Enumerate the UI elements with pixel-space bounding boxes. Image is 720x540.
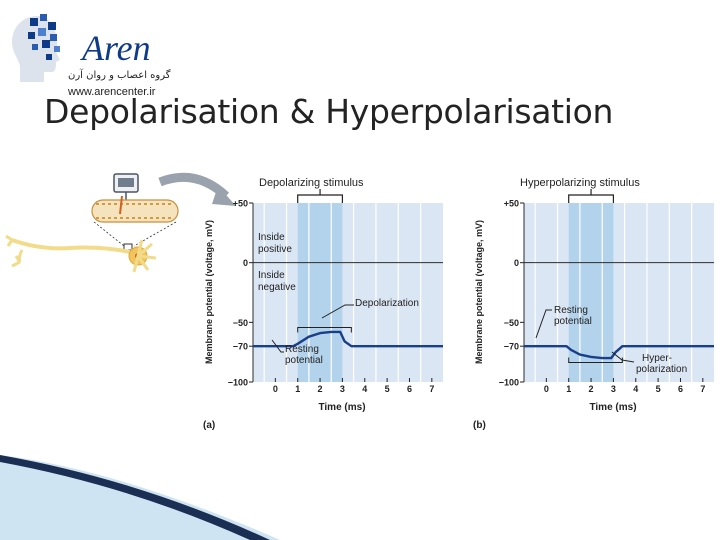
panel-a-x-tick-label: 2 — [318, 384, 323, 394]
panel-b-x-tick-label: 4 — [633, 384, 638, 394]
panel-a-title: Depolarizing stimulus — [259, 177, 364, 189]
resting-b-line-2: potential — [554, 316, 592, 327]
inside-positive-line-2: positive — [258, 244, 292, 255]
panel-a-label: (a) — [203, 420, 215, 431]
panel-b-x-tick-label: 3 — [611, 384, 616, 394]
panel-a-x-tick-label: 0 — [273, 384, 278, 394]
panel-b-hyperpolarization-leader — [611, 351, 635, 363]
head-puzzle-logo-icon — [12, 14, 60, 82]
panel-a-marks — [253, 326, 443, 348]
panel-b-series-line — [524, 345, 714, 360]
panel-b-y-tick-label: −100 — [499, 378, 519, 388]
aren-logo: Aren گروه اعصاب و روان آرن www.arencente… — [8, 8, 178, 98]
panel-a-y-tick-label: +50 — [233, 199, 248, 209]
panel-a-y-tick-label: −100 — [228, 378, 248, 388]
panel-b-gridlines — [534, 189, 693, 382]
panel-b-y-tick-label: +50 — [504, 199, 519, 209]
panel-a-resting-leader — [271, 339, 284, 353]
panel-a-axes: +50 0 −50 −70 −100 0 1 2 3 4 5 6 7 — [228, 199, 443, 394]
chart-panel-b: +50 0 −50 −70 −100 0 1 2 3 4 5 6 7 Hyperpolarizing s… — [473, 177, 714, 431]
panel-a-background — [253, 203, 443, 382]
slide-title: Depolarisation & Hyperpolarisation — [44, 92, 614, 131]
decorative-swoosh-stripe — [0, 455, 270, 540]
panel-b-annotation-hyperpolarization: Hyper- polarization — [636, 353, 687, 375]
resting-line-1: Resting — [285, 344, 319, 355]
inside-negative-line-1: Inside — [258, 270, 285, 281]
panel-a-y-tick-label: 0 — [243, 258, 248, 268]
panel-b-xlabel: Time (ms) — [589, 402, 636, 413]
logo-subtitle: گروه اعصاب و روان آرن — [68, 70, 171, 81]
panel-b-y-tick-label: −50 — [504, 318, 519, 328]
panel-b-background — [524, 203, 714, 382]
panel-a-xlabel: Time (ms) — [318, 402, 365, 413]
neuron-illustration — [5, 172, 236, 273]
inside-positive-line-1: Inside — [258, 232, 285, 243]
panel-a-stimulus-bracket — [297, 194, 344, 203]
resting-b-line-1: Resting — [554, 305, 588, 316]
logo-name: Aren — [82, 28, 151, 68]
axon-segment — [91, 199, 179, 223]
panel-b-x-tick-label: 2 — [589, 384, 594, 394]
panel-b-stimulus-band — [568, 203, 614, 382]
panel-a-x-tick-label: 4 — [362, 384, 367, 394]
panel-a-stimulus-band — [297, 203, 343, 382]
panel-b-label: (b) — [473, 420, 486, 431]
hyper-line-1: Hyper- — [642, 353, 672, 364]
panel-a-x-tick-label: 7 — [429, 384, 434, 394]
panel-b-x-tick-label: 1 — [566, 384, 571, 394]
panel-b-y-tick-label: −70 — [504, 342, 519, 352]
panel-b-ylabel: Membrane potential (voltage, mV) — [474, 220, 484, 364]
panel-b-x-tick-label: 6 — [678, 384, 683, 394]
inside-negative-line-2: negative — [258, 282, 296, 293]
panel-a-ylabel: Membrane potential (voltage, mV) — [204, 220, 214, 364]
panel-a-depolarization-leader — [321, 304, 354, 319]
panel-a-region-label-positive: Inside positive — [258, 232, 292, 255]
panel-a-deviation-bracket — [297, 326, 352, 333]
panel-a-y-tick-label: −70 — [233, 342, 248, 352]
panel-a-x-tick-label: 5 — [385, 384, 390, 394]
panel-b-annotation-resting: Resting potential — [554, 305, 592, 327]
panel-b-title: Hyperpolarizing stimulus — [520, 177, 640, 189]
panel-b-axes: +50 0 −50 −70 −100 0 1 2 3 4 5 6 7 — [499, 199, 714, 394]
panel-b-stimulus-bracket — [568, 194, 615, 203]
panel-a-gridlines — [263, 189, 422, 382]
panel-a-annotation-depolarization: Depolarization — [355, 298, 419, 309]
panel-b-resting-leader — [535, 309, 552, 339]
panel-a-y-tick-label: −50 — [233, 318, 248, 328]
logo-url: www.arencenter.ir — [68, 86, 156, 98]
hyper-line-2: polarization — [636, 364, 687, 375]
panel-a-annotation-resting: Resting potential — [285, 344, 323, 366]
chart-panel-a: +50 0 −50 −70 −100 0 1 2 3 4 5 6 7 Depolarizing stim… — [203, 177, 443, 431]
panel-a-region-label-negative: Inside negative — [258, 270, 296, 293]
panel-b-x-tick-label: 7 — [700, 384, 705, 394]
panel-a-series-line — [253, 330, 443, 348]
panel-a-x-tick-label: 3 — [340, 384, 345, 394]
panel-a-x-tick-label: 1 — [295, 384, 300, 394]
resting-line-2: potential — [285, 355, 323, 366]
panel-b-x-tick-label: 0 — [544, 384, 549, 394]
panel-a-x-tick-label: 6 — [407, 384, 412, 394]
panel-b-x-tick-label: 5 — [656, 384, 661, 394]
panel-b-y-tick-label: 0 — [514, 258, 519, 268]
